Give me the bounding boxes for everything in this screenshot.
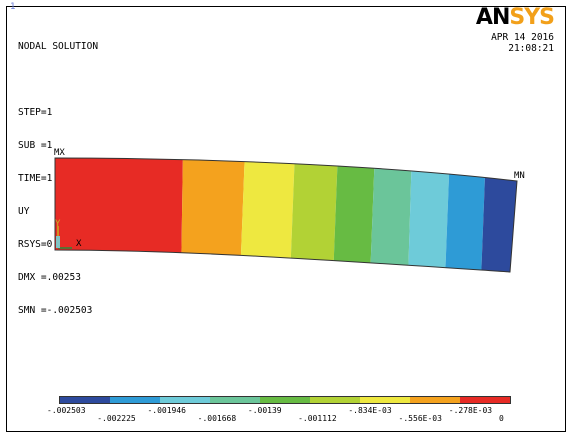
contour-band xyxy=(481,158,517,272)
contour-band xyxy=(240,158,295,272)
legend-swatch xyxy=(360,397,410,403)
min-marker: MN xyxy=(514,171,525,181)
y-axis-label: Y xyxy=(55,219,61,229)
info-line: NODAL SOLUTION xyxy=(18,41,99,52)
legend-value: -.001946 xyxy=(147,406,186,415)
legend-swatch xyxy=(210,397,260,403)
legend-swatch xyxy=(110,397,160,403)
info-line: SMN =-.002503 xyxy=(18,305,93,316)
legend-swatch xyxy=(260,397,310,403)
contour-bands xyxy=(55,158,517,272)
legend-swatch xyxy=(310,397,360,403)
info-line: RSYS=0 xyxy=(18,239,53,250)
legend-value: -.002225 xyxy=(97,414,136,423)
contour-band xyxy=(333,158,375,272)
info-line: SUB =1 xyxy=(18,140,53,151)
legend-swatch xyxy=(460,397,510,403)
info-line: TIME=1 xyxy=(18,173,53,184)
legend-value: -.00139 xyxy=(247,406,282,415)
ansys-logo: ANSYS xyxy=(475,5,555,30)
contour-band xyxy=(55,158,183,272)
legend-value: -.001112 xyxy=(298,414,337,423)
contour-band xyxy=(370,158,412,272)
triad-icon xyxy=(56,226,72,249)
beam-outline xyxy=(54,157,518,273)
timestamp: APR 14 2016 21:08:21 xyxy=(491,32,554,54)
legend-value: -.278E-03 xyxy=(448,406,493,415)
legend-swatch xyxy=(410,397,460,403)
contour-band xyxy=(290,158,338,272)
legend-value: -.002503 xyxy=(47,406,86,415)
legend-value: -.001668 xyxy=(197,414,237,423)
info-line: DMX =.00253 xyxy=(18,272,81,283)
legend-swatch xyxy=(160,397,210,403)
info-line: STEP=1 xyxy=(18,107,53,118)
window-number: 1 xyxy=(10,2,16,12)
contour-band xyxy=(445,158,486,272)
color-legend-bar xyxy=(59,396,511,404)
legend-value: -.834E-03 xyxy=(348,406,392,415)
x-axis-label: X xyxy=(76,239,82,249)
result-info: NODAL SOLUTION STEP=1 SUB =1 TIME=1 UY (… xyxy=(18,19,98,327)
legend-swatch xyxy=(60,397,110,403)
legend-value: -.556E-03 xyxy=(398,414,442,423)
legend-value: 0 xyxy=(499,414,504,423)
contour-band xyxy=(408,158,450,272)
time-text: 21:08:21 xyxy=(508,43,554,54)
date-text: APR 14 2016 xyxy=(491,32,554,43)
max-marker: MX xyxy=(54,148,65,158)
contour-band xyxy=(181,158,245,272)
